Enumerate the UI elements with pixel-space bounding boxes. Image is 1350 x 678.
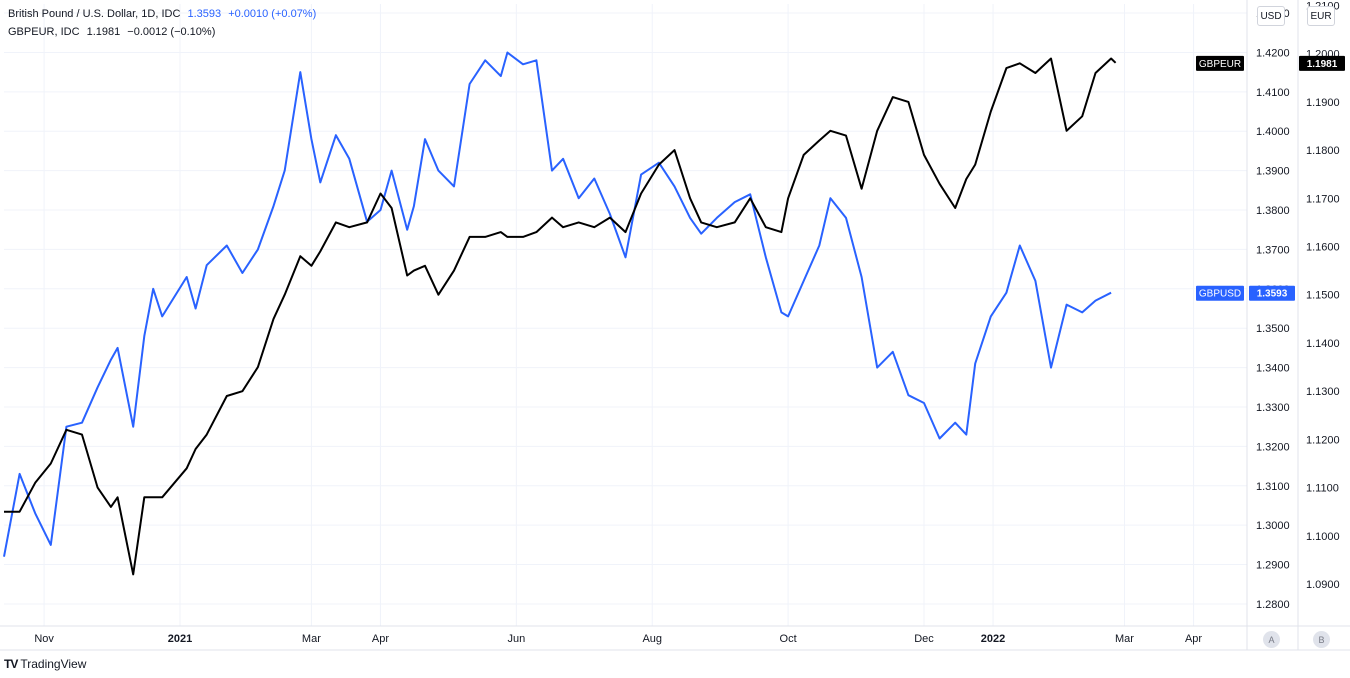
usd-tick-label: 1.4000 [1256, 126, 1290, 138]
auto-scale-b-button[interactable]: B [1313, 631, 1330, 648]
series-name-label-gbpusd: GBPUSD [1199, 289, 1241, 300]
legend-gbpusd-change: +0.0010 (+0.07%) [228, 8, 317, 20]
x-tick-label: Jun [507, 633, 525, 645]
eur-tick-label: 1.1100 [1306, 483, 1339, 495]
series-name-tag-gbpusd [1196, 285, 1244, 301]
series-value-label-gbpusd: 1.3593 [1257, 289, 1288, 300]
series-line-gbpeur [4, 57, 1117, 576]
x-tick-label: Apr [1185, 633, 1202, 645]
legend-gbpeur: GBPEUR, IDC 1.1981 −0.0012 (−0.10%) [8, 26, 219, 38]
eur-tick-label: 1.1700 [1306, 193, 1340, 205]
eur-tick-label: 1.1400 [1306, 338, 1340, 350]
x-tick-label: Aug [642, 633, 662, 645]
x-tick-label: Nov [34, 633, 54, 645]
legend-gbpeur-title: GBPEUR, IDC [8, 26, 80, 38]
usd-tick-label: 1.3500 [1256, 323, 1290, 335]
series-name-label-gbpeur: GBPEUR [1199, 59, 1241, 70]
eur-tick-label: 1.1900 [1306, 97, 1340, 109]
legend-gbpeur-value: 1.1981 [86, 26, 121, 38]
tradingview-brand-name: TradingView [20, 657, 87, 671]
legend-gbpusd-value: 1.3593 [187, 8, 222, 20]
usd-tick-label: 1.3000 [1256, 520, 1290, 532]
usd-tick-label: 1.2900 [1256, 560, 1290, 572]
eur-tick-label: 1.1800 [1306, 145, 1340, 157]
series-value-label-gbpeur: 1.1981 [1307, 59, 1338, 70]
usd-tick-label: 1.2800 [1256, 599, 1290, 611]
usd-tick-label: 1.3200 [1256, 441, 1290, 453]
usd-tick-label: 1.3100 [1256, 481, 1290, 493]
series-line-gbpusd [3, 51, 1112, 557]
eur-tick-label: 1.1500 [1306, 290, 1340, 302]
usd-tick-label: 1.3400 [1256, 363, 1290, 375]
usd-tick-label: 1.3300 [1256, 402, 1290, 414]
legend-gbpusd-title: British Pound / U.S. Dollar, 1D, IDC [8, 8, 181, 20]
x-tick-label: 2021 [168, 633, 192, 645]
x-tick-label: Mar [1115, 633, 1134, 645]
auto-scale-a-button[interactable]: A [1263, 631, 1280, 648]
usd-tick-label: 1.3900 [1256, 166, 1290, 178]
x-tick-label: Dec [914, 633, 934, 645]
usd-tick-label: 1.3700 [1256, 244, 1290, 256]
eur-tick-label: 1.1600 [1306, 242, 1340, 254]
x-tick-label: Mar [302, 633, 321, 645]
series-name-tag-gbpeur [1196, 55, 1244, 71]
tradingview-logo[interactable]: TV TradingView [4, 657, 86, 671]
eur-tick-label: 1.1000 [1306, 531, 1340, 543]
x-tick-label: 2022 [981, 633, 1005, 645]
usd-tick-label: 1.4200 [1256, 47, 1290, 59]
series-value-tag-gbpusd [1249, 285, 1295, 301]
x-tick-label: Apr [372, 633, 389, 645]
tradingview-icon: TV [4, 657, 18, 671]
usd-scale-selector[interactable]: USD [1257, 6, 1285, 26]
eur-tick-label: 1.1300 [1306, 386, 1340, 398]
legend-gbpusd: British Pound / U.S. Dollar, 1D, IDC 1.3… [8, 8, 320, 20]
series-value-tag-gbpeur [1299, 55, 1345, 71]
eur-tick-label: 1.1200 [1306, 434, 1340, 446]
eur-scale-selector[interactable]: EUR [1307, 6, 1335, 26]
usd-tick-label: 1.3800 [1256, 205, 1290, 217]
eur-tick-label: 1.0900 [1306, 579, 1340, 591]
legend-gbpeur-change: −0.0012 (−0.10%) [127, 26, 216, 38]
x-tick-label: Oct [780, 633, 797, 645]
usd-tick-label: 1.4100 [1256, 87, 1290, 99]
